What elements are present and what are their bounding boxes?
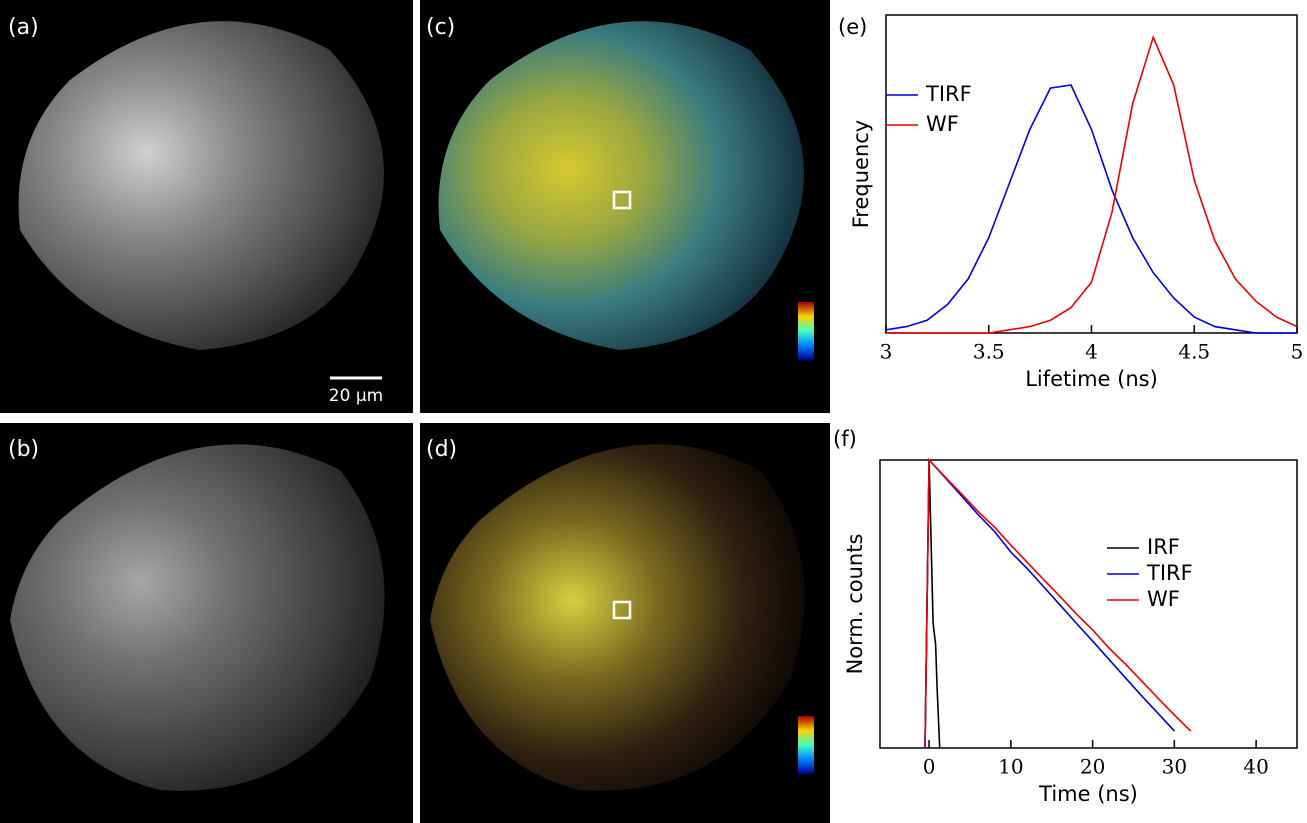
colorbar-min: 3 [801, 775, 811, 793]
scale-bar-label: 20 µm [329, 386, 383, 406]
series-line [924, 457, 1175, 749]
colorbar-max: 5 [801, 283, 811, 301]
legend-label: WF [1147, 587, 1180, 611]
x-tick-label: 5 [1291, 340, 1304, 364]
y-axis-title: Norm. counts [843, 534, 867, 675]
panel-d: 5 3 ns (d) [420, 423, 830, 823]
colorbar-max: 5 [801, 695, 811, 713]
panel-c: 5 3 ns (c) [420, 0, 830, 413]
panel-label: (e) [838, 15, 867, 39]
panel-label: (a) [8, 15, 39, 40]
legend-label: TIRF [925, 82, 972, 106]
panel-label: (d) [426, 437, 457, 462]
x-tick-label: 4.5 [1178, 340, 1210, 364]
panel-a: (a) 20 µm [0, 0, 413, 413]
x-tick-label: 3.5 [973, 340, 1005, 364]
x-tick-label: 3 [880, 340, 893, 364]
series-line [924, 458, 1192, 749]
x-tick-label: 40 [1243, 755, 1268, 779]
panel-label: (c) [426, 15, 455, 40]
panel-b: (b) [0, 423, 413, 823]
plot-frame [885, 14, 1298, 334]
series-line [886, 34, 1298, 334]
legend-label: WF [926, 112, 959, 136]
colorbar-unit: ns [797, 379, 815, 397]
x-axis-title: Time (ns) [1038, 782, 1138, 806]
x-tick-label: 30 [1162, 755, 1187, 779]
x-tick-label: 20 [1080, 755, 1105, 779]
plot-frame [879, 459, 1298, 749]
x-tick-label: 4 [1085, 340, 1098, 364]
legend-label: TIRF [1146, 561, 1193, 585]
y-axis-title: Frequency [849, 120, 873, 229]
x-tick-label: 10 [998, 755, 1023, 779]
panel-label: (f) [833, 427, 857, 451]
series-line [885, 84, 1297, 334]
colorbar-min: 3 [801, 361, 811, 379]
colorbar-unit: ns [797, 793, 815, 811]
panel-label: (b) [8, 437, 39, 462]
x-tick-label: 0 [923, 755, 936, 779]
x-axis-title: Lifetime (ns) [1025, 367, 1158, 391]
legend-label: IRF [1147, 535, 1180, 559]
